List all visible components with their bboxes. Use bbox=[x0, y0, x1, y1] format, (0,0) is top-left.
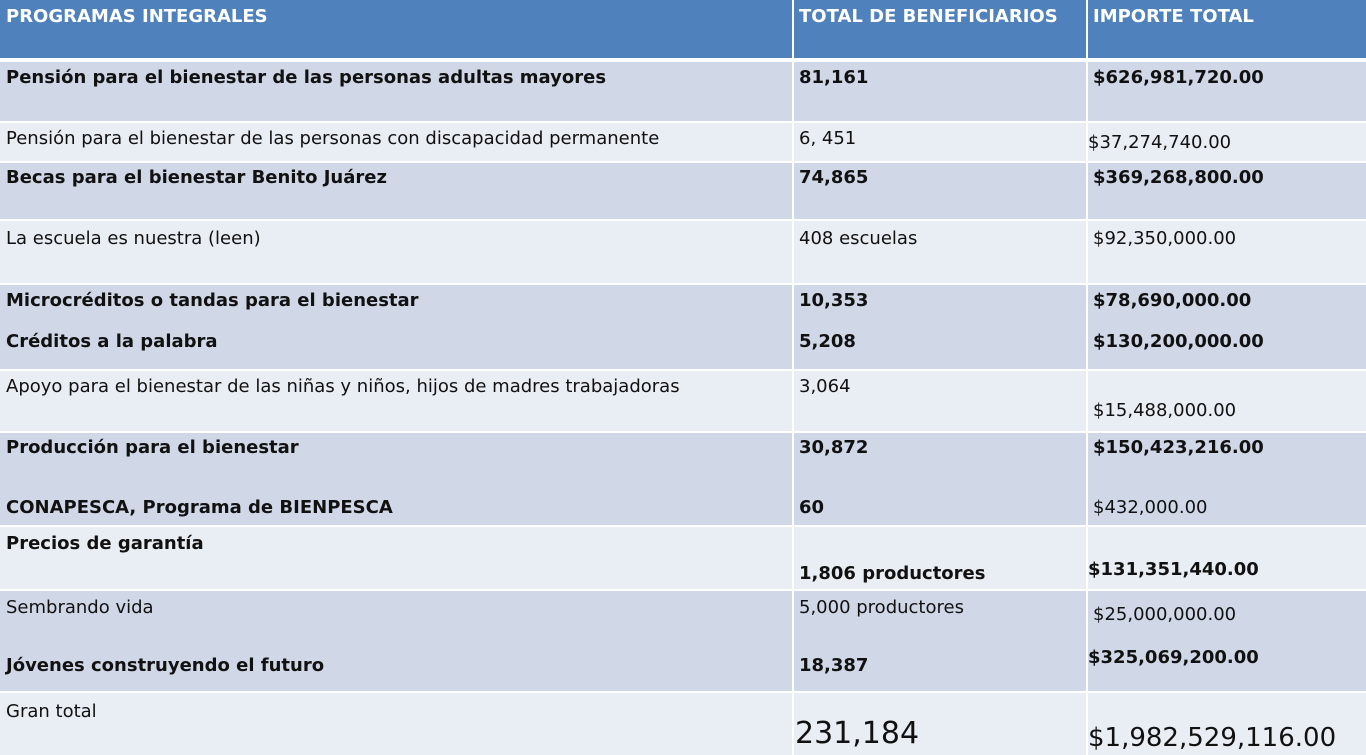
amount-value: $92,350,000.00 bbox=[1093, 228, 1237, 249]
row-band bbox=[0, 162, 1366, 220]
column-divider bbox=[792, 0, 794, 755]
grand-total-amount: $1,982,529,116.00 bbox=[1088, 723, 1337, 753]
row-band bbox=[0, 122, 1366, 162]
row-divider bbox=[0, 219, 1366, 221]
row-band bbox=[0, 60, 1366, 122]
program-name: Becas para el bienestar Benito Juárez bbox=[6, 167, 387, 188]
amount-value: $78,690,000.00 bbox=[1093, 290, 1252, 311]
amount-value: $432,000.00 bbox=[1093, 497, 1208, 518]
beneficiaries-value: 60 bbox=[799, 497, 825, 518]
beneficiaries-value: 1,806 productores bbox=[799, 563, 986, 584]
header-beneficiaries: TOTAL DE BENEFICIARIOS bbox=[793, 0, 1087, 60]
program-name: Precios de garantía bbox=[6, 533, 204, 554]
row-divider bbox=[0, 589, 1366, 591]
row-divider bbox=[0, 58, 1366, 62]
program-name: Pensión para el bienestar de las persona… bbox=[6, 128, 660, 149]
amount-value: $130,200,000.00 bbox=[1093, 331, 1264, 352]
grand-total-beneficiaries: 231,184 bbox=[795, 716, 920, 751]
row-divider bbox=[0, 369, 1366, 371]
row-divider bbox=[0, 431, 1366, 433]
header-programs: PROGRAMAS INTEGRALES bbox=[0, 0, 793, 60]
program-name: Sembrando vida bbox=[6, 597, 154, 618]
beneficiaries-value: 81,161 bbox=[799, 67, 869, 88]
program-name: Microcréditos o tandas para el bienestar bbox=[6, 290, 419, 311]
amount-value: $15,488,000.00 bbox=[1093, 400, 1237, 421]
row-band bbox=[0, 432, 1366, 526]
row-divider bbox=[0, 525, 1366, 527]
amount-value: $150,423,216.00 bbox=[1093, 437, 1264, 458]
amount-value: $369,268,800.00 bbox=[1093, 167, 1264, 188]
amount-value: $131,351,440.00 bbox=[1088, 559, 1259, 580]
program-name: Apoyo para el bienestar de las niñas y n… bbox=[6, 376, 680, 397]
program-name: Pensión para el bienestar de las persona… bbox=[6, 67, 607, 88]
row-band bbox=[0, 220, 1366, 284]
beneficiaries-value: 3,064 bbox=[799, 376, 851, 397]
beneficiaries-value: 30,872 bbox=[799, 437, 869, 458]
row-divider bbox=[0, 691, 1366, 693]
row-band bbox=[0, 370, 1366, 432]
row-divider bbox=[0, 121, 1366, 123]
beneficiaries-value: 5,208 bbox=[799, 331, 856, 352]
beneficiaries-value: 18,387 bbox=[799, 655, 869, 676]
program-name: La escuela es nuestra (leen) bbox=[6, 228, 261, 249]
row-band bbox=[0, 526, 1366, 590]
row-band bbox=[0, 284, 1366, 370]
program-name: CONAPESCA, Programa de BIENPESCA bbox=[6, 497, 393, 518]
amount-value: $626,981,720.00 bbox=[1093, 67, 1264, 88]
row-band bbox=[0, 692, 1366, 755]
grand-total-label: Gran total bbox=[6, 701, 97, 722]
program-name: Jóvenes construyendo el futuro bbox=[6, 655, 325, 676]
header-amount: IMPORTE TOTAL bbox=[1087, 0, 1366, 60]
beneficiaries-value: 10,353 bbox=[799, 290, 869, 311]
program-name: Créditos a la palabra bbox=[6, 331, 218, 352]
beneficiaries-value: 5,000 productores bbox=[799, 597, 964, 618]
column-divider bbox=[1086, 0, 1088, 755]
amount-value: $37,274,740.00 bbox=[1088, 132, 1232, 153]
row-band bbox=[0, 590, 1366, 692]
row-divider bbox=[0, 283, 1366, 285]
amount-value: $25,000,000.00 bbox=[1093, 604, 1237, 625]
beneficiaries-value: 408 escuelas bbox=[799, 228, 918, 249]
program-name: Producción para el bienestar bbox=[6, 437, 299, 458]
row-divider bbox=[0, 161, 1366, 163]
beneficiaries-value: 74,865 bbox=[799, 167, 869, 188]
amount-value: $325,069,200.00 bbox=[1088, 647, 1259, 668]
beneficiaries-value: 6, 451 bbox=[799, 128, 857, 149]
